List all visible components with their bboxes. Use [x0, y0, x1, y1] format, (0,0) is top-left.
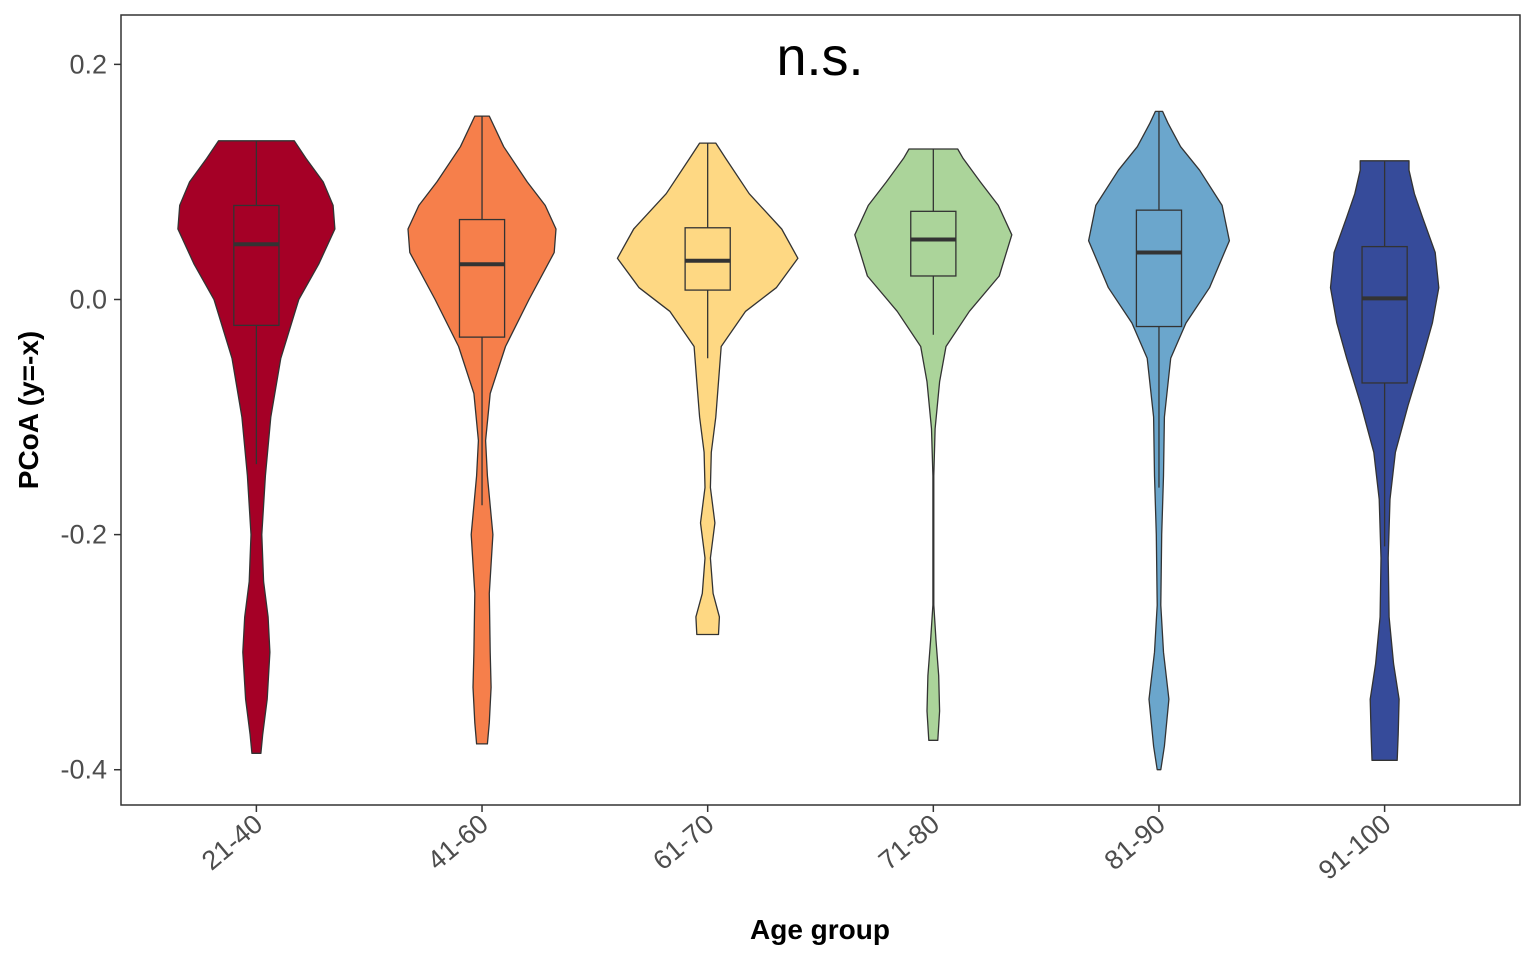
- x-tick-label: 41-60: [422, 809, 494, 876]
- significance-annotation: n.s.: [776, 27, 863, 87]
- box: [458, 218, 506, 338]
- violin-shape: [854, 148, 1013, 741]
- x-tick-label: 81-90: [1099, 809, 1171, 876]
- box: [1135, 209, 1183, 328]
- violin-group-91-100: [1329, 160, 1440, 761]
- x-tick-label: 61-70: [647, 809, 719, 876]
- violin-group-61-70: [616, 142, 799, 636]
- y-tick-label: 0.0: [69, 284, 107, 314]
- violin-shape: [616, 142, 799, 636]
- x-axis-title: Age group: [750, 914, 890, 945]
- violin-group-81-90: [1087, 110, 1231, 771]
- violin-group-21-40: [177, 140, 336, 754]
- box: [910, 210, 957, 277]
- box: [1361, 245, 1408, 384]
- y-axis: 0.2 0.0 -0.2 -0.4: [60, 49, 121, 785]
- y-axis-title: PCoA (y=-x): [13, 331, 44, 489]
- y-tick-label: 0.2: [69, 49, 107, 79]
- x-tick-label: 91-100: [1313, 809, 1397, 886]
- violins-layer: [177, 110, 1440, 771]
- violin-group-71-80: [854, 148, 1013, 741]
- x-tick-label: 21-40: [196, 809, 268, 876]
- box: [233, 204, 280, 327]
- y-tick-label: -0.2: [60, 520, 107, 550]
- y-tick-label: -0.4: [60, 755, 107, 785]
- x-tick-label: 71-80: [873, 809, 945, 876]
- violin-group-41-60: [407, 115, 557, 745]
- x-axis: 21-40 41-60 61-70 71-80 81-90 91-100: [196, 805, 1396, 886]
- plot-panel: [120, 14, 1521, 806]
